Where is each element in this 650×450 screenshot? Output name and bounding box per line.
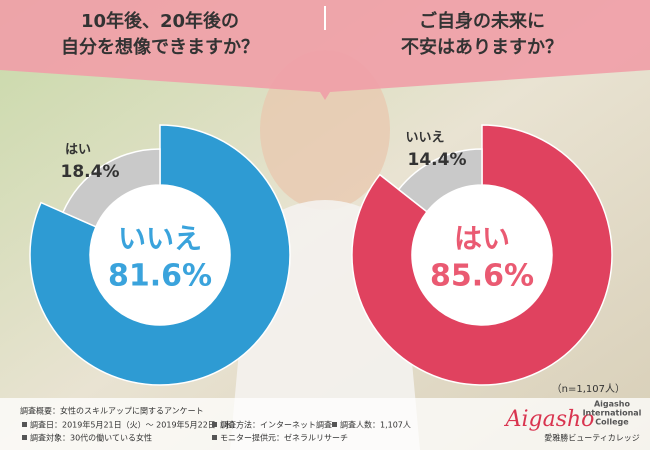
small-value: 14.4%: [408, 150, 467, 170]
sample-size: （n=1,107人）: [552, 383, 625, 395]
footer-band: [0, 398, 650, 450]
center-value: 81.6%: [108, 259, 212, 294]
survey-heading: 調査概要：女性のスキルアップに関するアンケート: [20, 406, 204, 416]
survey-item: 調査日：2019年5月21日（火）～ 2019年5月22日（水）: [30, 420, 240, 430]
donut-center: [90, 185, 230, 325]
chart-title: 自分を想像できますか？: [61, 36, 259, 58]
small-value: 18.4%: [61, 162, 120, 182]
bullet: [22, 422, 27, 427]
donut-center: [412, 185, 552, 325]
bullet: [22, 435, 27, 440]
bullet: [212, 435, 217, 440]
survey-item: 調査方法：インターネット調査: [220, 420, 332, 430]
logo-script: Aigasho: [504, 407, 595, 432]
logo-name: Aigasho: [594, 400, 631, 409]
small-category: はい: [65, 143, 91, 158]
logo-name: International: [583, 409, 642, 418]
center-category: はい: [454, 222, 510, 255]
survey-item: モニター提供元：ゼネラルリサーチ: [220, 433, 348, 443]
bullet: [332, 422, 337, 427]
small-category: いいえ: [405, 131, 444, 146]
bullet: [212, 422, 217, 427]
center-value: 85.6%: [430, 259, 534, 294]
survey-item: 調査人数：1,107人: [340, 420, 411, 430]
chart-title: 不安はありますか？: [401, 36, 563, 58]
logo-name: College: [595, 418, 629, 427]
center-category: いいえ: [118, 222, 202, 255]
title-banner: [0, 0, 650, 100]
survey-item: 調査対象：30代の働いている女性: [30, 433, 152, 443]
chart-title: 10年後、20年後の: [81, 10, 239, 32]
logo-japanese: 愛雅勝ビューティカレッジ: [544, 433, 640, 443]
chart-title: ご自身の未来に: [419, 10, 545, 32]
